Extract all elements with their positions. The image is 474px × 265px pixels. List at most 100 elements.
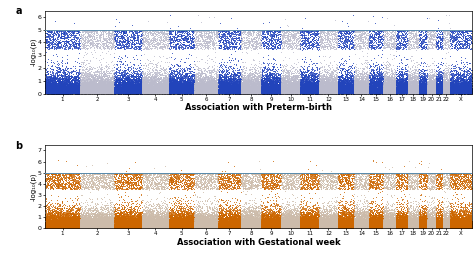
Point: [333, 30, 340, 35]
Point: [228, 218, 236, 223]
Point: [388, 224, 395, 228]
Point: [356, 89, 363, 93]
Point: [70, 221, 78, 226]
Point: [420, 68, 428, 72]
Point: [77, 89, 84, 93]
Point: [168, 225, 176, 229]
Point: [110, 222, 118, 226]
Point: [406, 222, 414, 226]
Point: [418, 90, 425, 94]
Point: [73, 90, 81, 94]
Point: [390, 224, 397, 228]
Point: [440, 219, 447, 223]
Point: [316, 217, 324, 221]
Point: [203, 217, 210, 222]
Point: [371, 70, 378, 74]
Point: [341, 90, 349, 95]
Point: [361, 91, 369, 95]
Point: [182, 88, 189, 92]
Point: [105, 71, 112, 76]
Point: [304, 86, 312, 90]
Point: [61, 80, 68, 85]
Point: [445, 87, 453, 92]
Point: [97, 89, 104, 93]
Point: [118, 223, 126, 227]
Point: [214, 218, 221, 222]
Point: [294, 90, 301, 94]
Point: [228, 222, 236, 226]
Point: [61, 87, 68, 91]
Point: [319, 224, 327, 229]
Point: [59, 86, 67, 90]
Point: [258, 222, 266, 226]
Point: [120, 226, 128, 230]
Point: [177, 215, 184, 219]
Point: [89, 35, 96, 39]
Point: [237, 84, 244, 88]
Point: [113, 225, 120, 229]
Point: [315, 88, 322, 92]
Point: [304, 88, 312, 92]
Point: [75, 219, 83, 223]
Point: [351, 91, 359, 95]
Point: [243, 225, 250, 229]
Point: [133, 72, 140, 76]
Point: [459, 218, 466, 222]
Point: [297, 210, 305, 215]
Point: [392, 89, 400, 93]
Point: [236, 215, 243, 219]
Point: [103, 225, 110, 229]
Point: [360, 89, 367, 93]
Point: [160, 178, 168, 183]
Point: [290, 86, 298, 90]
Point: [295, 88, 303, 92]
Point: [224, 91, 232, 96]
Point: [295, 224, 302, 228]
Point: [462, 87, 469, 92]
Point: [241, 89, 248, 93]
Point: [191, 91, 199, 95]
Point: [46, 90, 54, 95]
Point: [112, 32, 120, 36]
Point: [256, 183, 264, 187]
Point: [383, 223, 391, 227]
Point: [225, 43, 233, 48]
Point: [152, 82, 160, 86]
Point: [326, 220, 334, 225]
Point: [411, 223, 419, 227]
Point: [311, 213, 319, 217]
Point: [342, 88, 350, 92]
Point: [168, 222, 175, 227]
Point: [340, 85, 347, 89]
Point: [375, 173, 383, 177]
Point: [403, 221, 410, 225]
Point: [146, 87, 154, 91]
Point: [109, 86, 116, 90]
Point: [311, 85, 319, 89]
Point: [300, 217, 307, 221]
Point: [369, 89, 377, 93]
Point: [331, 87, 338, 91]
Point: [178, 91, 186, 96]
Point: [438, 91, 445, 95]
Point: [280, 83, 287, 87]
Point: [162, 224, 169, 228]
Point: [287, 223, 295, 228]
Point: [73, 218, 81, 222]
Point: [84, 211, 91, 215]
Point: [177, 206, 185, 210]
Point: [435, 224, 442, 229]
Point: [47, 215, 55, 219]
Point: [155, 72, 163, 76]
Point: [249, 87, 256, 91]
Point: [54, 225, 61, 229]
Point: [309, 221, 317, 225]
Point: [46, 89, 54, 94]
Point: [228, 224, 236, 228]
Point: [149, 223, 157, 227]
Point: [234, 223, 242, 227]
Point: [43, 85, 51, 89]
Point: [432, 87, 439, 91]
Point: [62, 226, 69, 230]
Point: [282, 222, 290, 226]
